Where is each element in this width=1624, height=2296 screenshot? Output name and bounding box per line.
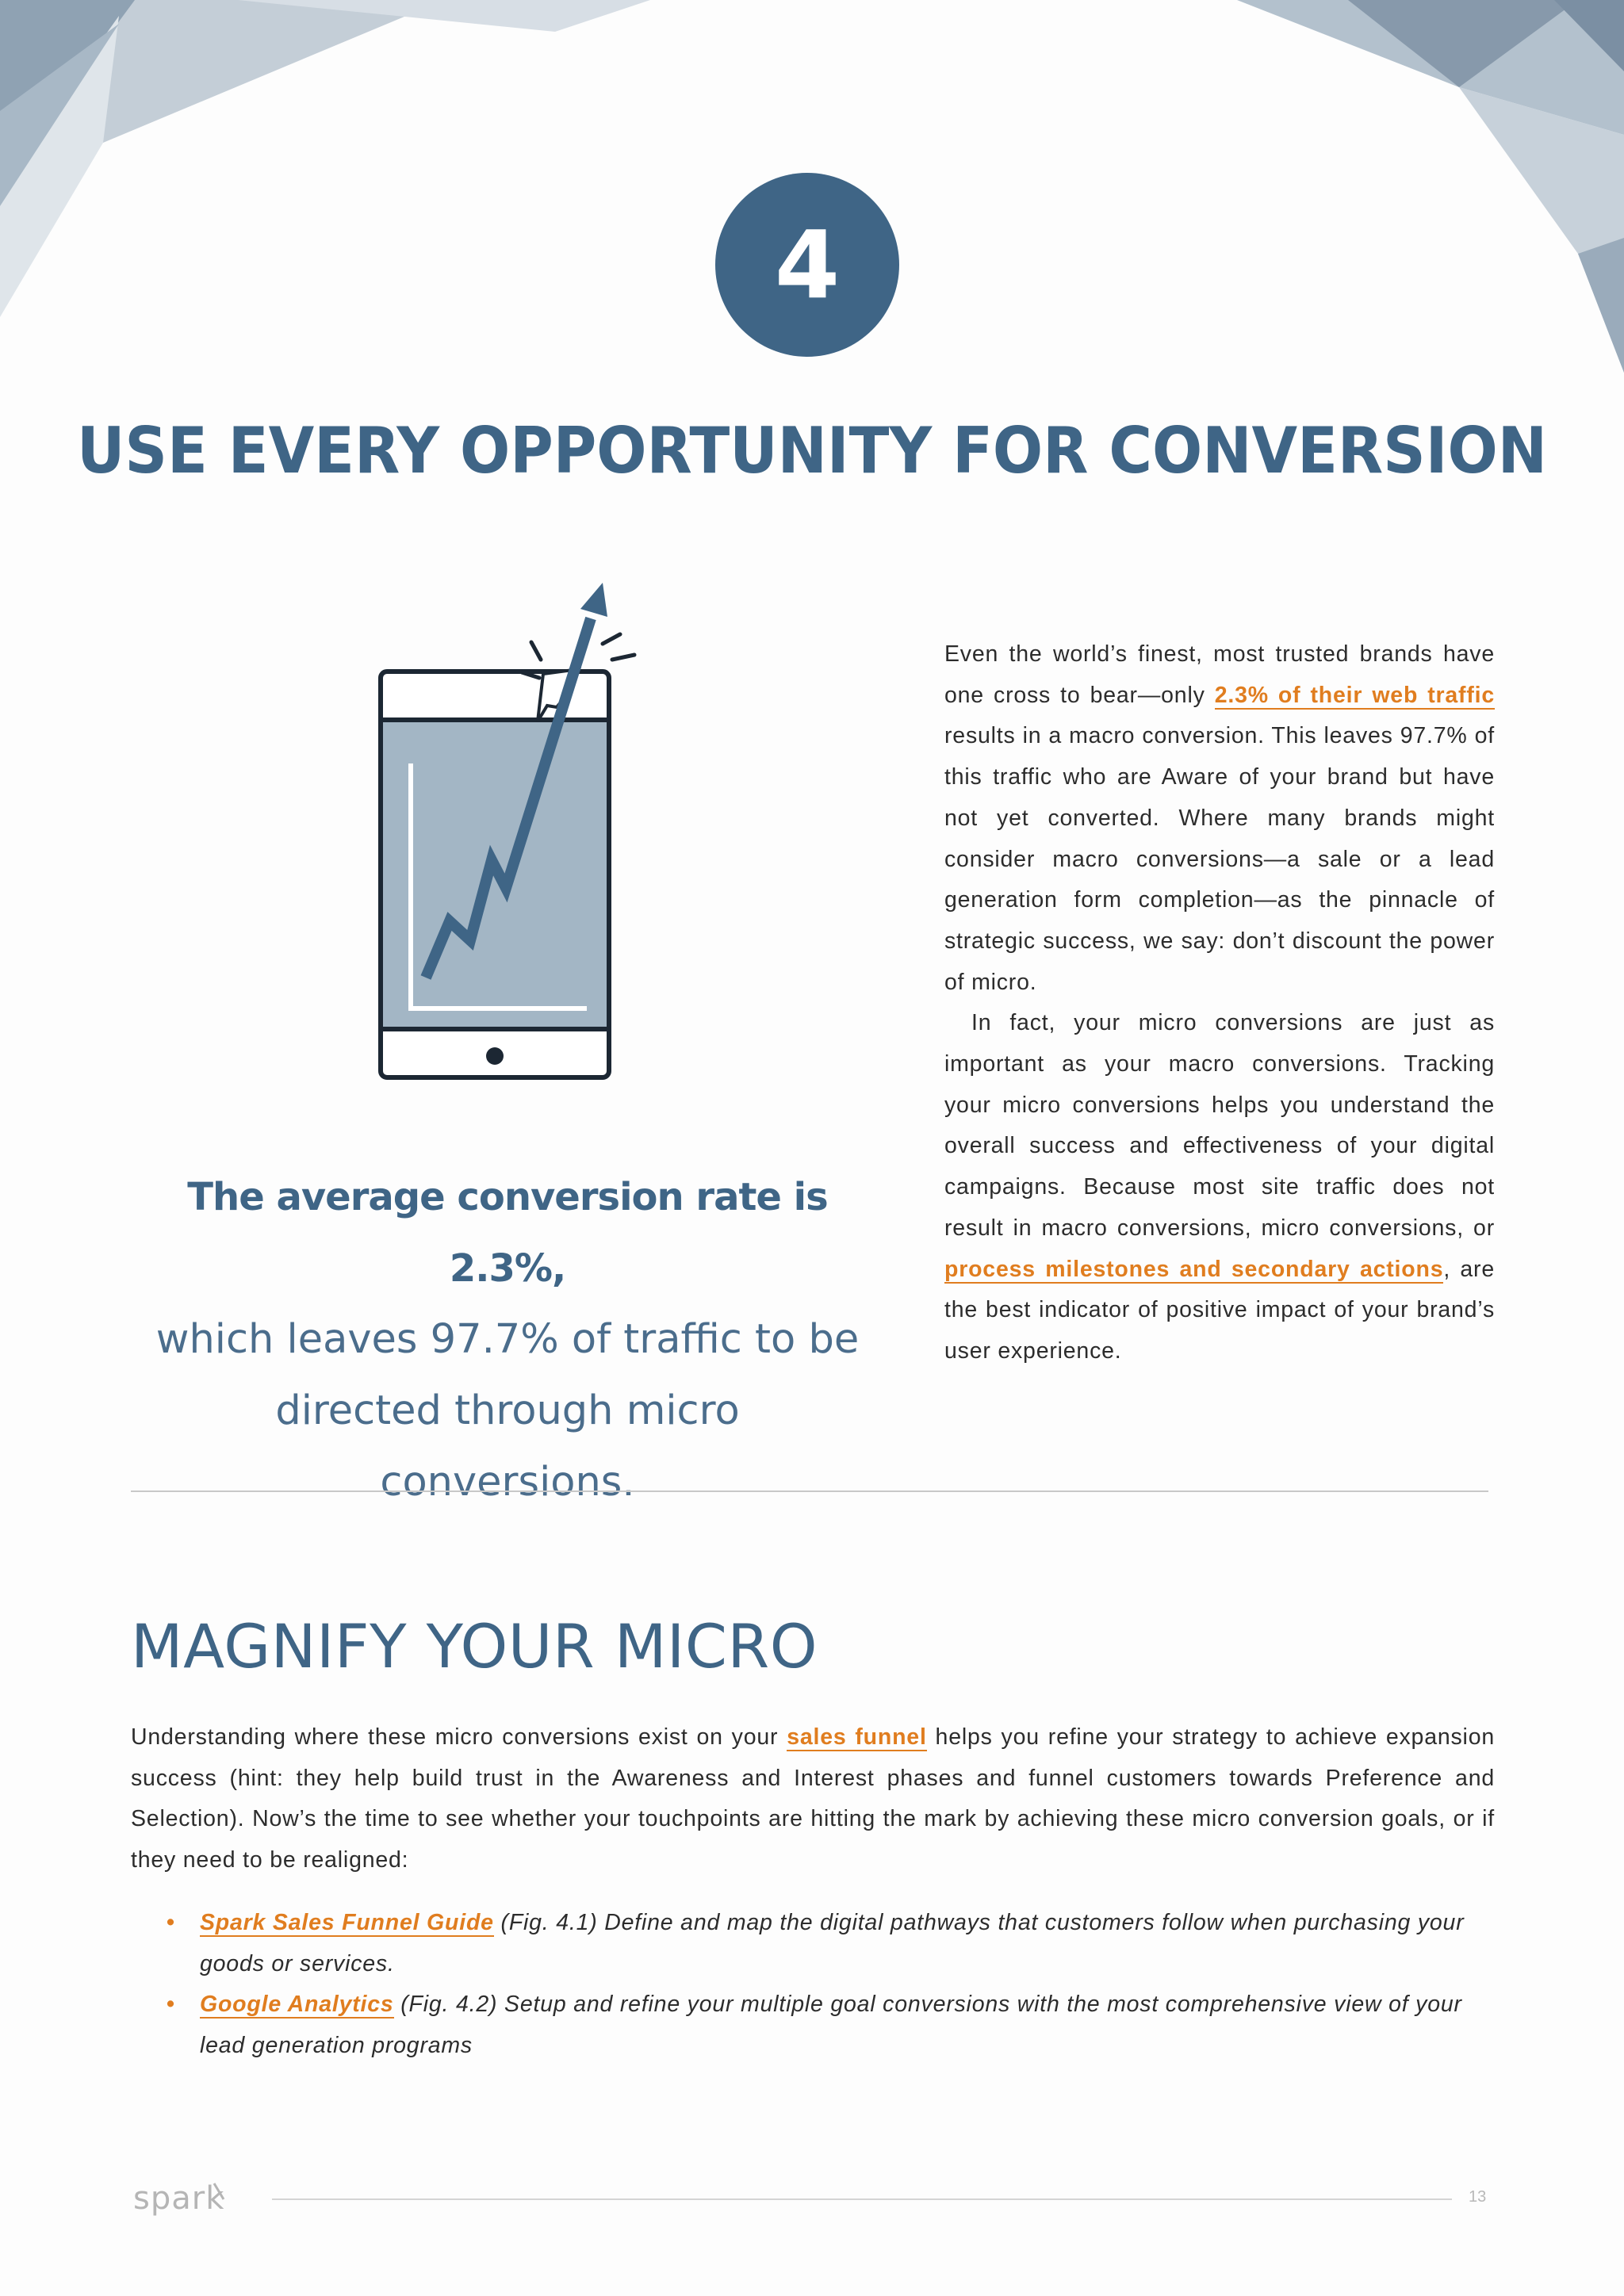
resource-list: • Spark Sales Funnel Guide (Fig. 4.1) Def… [167,1903,1499,2067]
footer-rule [272,2198,1452,2200]
body-paragraph-2: In fact, your micro conversions are just… [944,1010,1496,1364]
svg-text:spark: spark [133,2180,224,2217]
list-item: • Google Analytics (Fig. 4.2) Setup and r… [167,1984,1499,2066]
page-title: USE EVERY OPPORTUNITY FOR CONVERSION [77,414,1547,488]
body-text-column: Even the world’s finest, most trusted br… [944,634,1495,1372]
conversion-rate-callout: The average conversion rate is 2.3%, whi… [127,1161,888,1518]
decorative-header-shapes [0,0,1624,373]
sales-funnel-guide-link[interactable]: Spark Sales Funnel Guide [200,1910,494,1937]
bullet-icon: • [167,1910,175,1935]
process-milestones-link[interactable]: process milestones and secondary actions [944,1256,1444,1284]
body-paragraph-1: Even the world’s finest, most trusted br… [944,641,1495,995]
list-item: • Spark Sales Funnel Guide (Fig. 4.1) Def… [167,1903,1499,1984]
google-analytics-link[interactable]: Google Analytics [200,1992,394,2019]
web-traffic-link[interactable]: 2.3% of their web traffic [1214,682,1495,710]
bullet-icon: • [167,1992,175,2018]
step-number-badge: 4 [715,173,899,357]
sales-funnel-link[interactable]: sales funnel [787,1724,927,1751]
section-paragraph: Understanding where these micro conversi… [131,1724,1495,1873]
section-title: MAGNIFY YOUR MICRO [131,1611,818,1682]
spark-logo: spark [133,2180,225,2217]
section-divider [131,1490,1488,1492]
phone-home-button [486,1047,504,1065]
phone-growth-chart-illustration [378,583,637,1080]
page-number: 13 [1469,2188,1487,2206]
callout-light-text: which leaves 97.7% of traffic to be dire… [155,1316,860,1506]
step-number: 4 [774,210,841,320]
callout-bold-text: The average conversion rate is 2.3%, [187,1175,828,1291]
